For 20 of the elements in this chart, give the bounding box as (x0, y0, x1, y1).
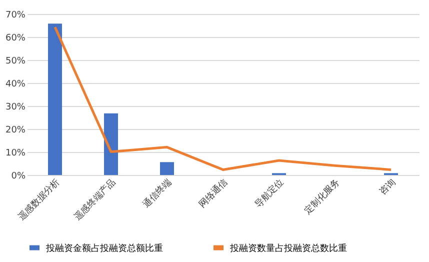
x-tick-label: 定制化服务 (302, 176, 342, 216)
y-tick-label: 40% (5, 80, 26, 90)
y-tick-label: 0% (11, 172, 26, 182)
legend-label: 投融资数量占投融资总数比重 (229, 242, 347, 254)
bar (160, 162, 174, 175)
x-tick-label: 导航定位 (252, 176, 286, 210)
legend-label: 投融资金额占投融资总额比重 (45, 242, 163, 254)
y-tick-label: 50% (5, 56, 26, 66)
y-tick-label: 20% (5, 126, 26, 136)
x-tick-label: 网络通信 (196, 176, 230, 210)
y-tick-label: 10% (5, 148, 26, 158)
x-tick-label: 通信终端 (140, 176, 174, 210)
x-tick-label: 遥感终端产品 (72, 176, 118, 223)
line-series (54, 26, 392, 171)
y-tick-label: 30% (5, 102, 26, 112)
y-tick-label: 70% (5, 10, 26, 20)
x-tick-label: 咨询 (378, 176, 398, 198)
bar (104, 113, 118, 175)
bar (48, 24, 62, 175)
y-tick-label: 60% (5, 34, 26, 44)
